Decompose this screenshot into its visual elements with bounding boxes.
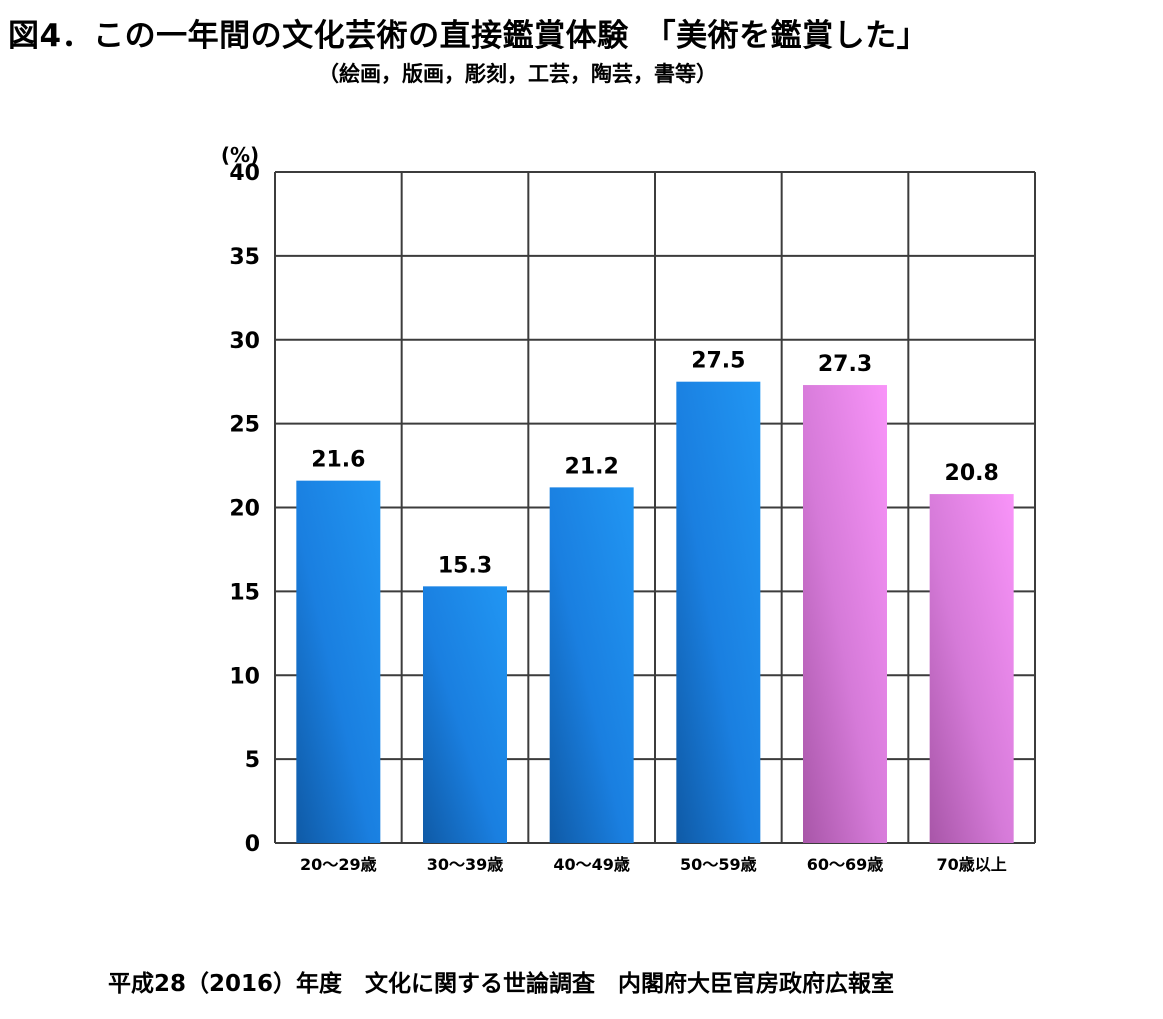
source-note: 平成28（2016）年度 文化に関する世論調査 内閣府大臣官房政府広報室 xyxy=(108,971,895,997)
x-tick-label-1: 30～39歳 xyxy=(427,855,504,874)
y-tick-label: 10 xyxy=(229,664,260,689)
y-tick-label: 35 xyxy=(229,245,260,270)
x-tick-label-0: 20～29歳 xyxy=(300,855,377,874)
x-tick-label-4: 60～69歳 xyxy=(807,855,884,874)
bar-0 xyxy=(296,480,381,843)
y-tick-label: 20 xyxy=(229,497,260,522)
y-tick-label: 25 xyxy=(229,413,260,438)
y-tick-label: 30 xyxy=(229,329,260,354)
data-label-1: 15.3 xyxy=(438,553,492,578)
y-tick-label: 0 xyxy=(245,832,260,857)
x-axis-ticks: 20～29歳 30～39歳 40～49歳 50～59歳 60～69歳 70歳以上 xyxy=(300,855,1007,874)
bar-3 xyxy=(676,381,761,843)
chart-title: 図4．この一年間の文化芸術の直接鑑賞体験 「美術を鑑賞した」 xyxy=(8,18,929,54)
y-tick-label: 15 xyxy=(229,580,260,605)
bar-1 xyxy=(423,586,507,843)
data-label-4: 27.3 xyxy=(818,352,872,377)
y-axis-ticks: 0 5 10 15 20 25 30 35 40 xyxy=(229,161,260,857)
bars xyxy=(296,381,1014,843)
y-tick-label: 5 xyxy=(245,748,260,773)
chart-subtitle: （絵画，版画，彫刻，工芸，陶芸，書等） xyxy=(318,62,717,86)
grid-lines xyxy=(274,171,1036,844)
y-axis-unit-label: (%) xyxy=(221,143,259,167)
x-tick-label-5: 70歳以上 xyxy=(937,855,1007,874)
bar-2 xyxy=(549,487,634,843)
data-labels: 21.6 15.3 21.2 27.5 27.3 20.8 xyxy=(311,349,999,579)
data-label-3: 27.5 xyxy=(691,349,745,374)
x-tick-label-2: 40～49歳 xyxy=(553,855,630,874)
bar-4 xyxy=(803,385,887,843)
y-tick-label: 40 xyxy=(229,161,260,186)
bar-5 xyxy=(929,494,1014,843)
data-label-2: 21.2 xyxy=(565,454,619,479)
x-tick-label-3: 50～59歳 xyxy=(680,855,757,874)
data-label-0: 21.6 xyxy=(311,448,365,473)
data-label-5: 20.8 xyxy=(945,461,999,486)
